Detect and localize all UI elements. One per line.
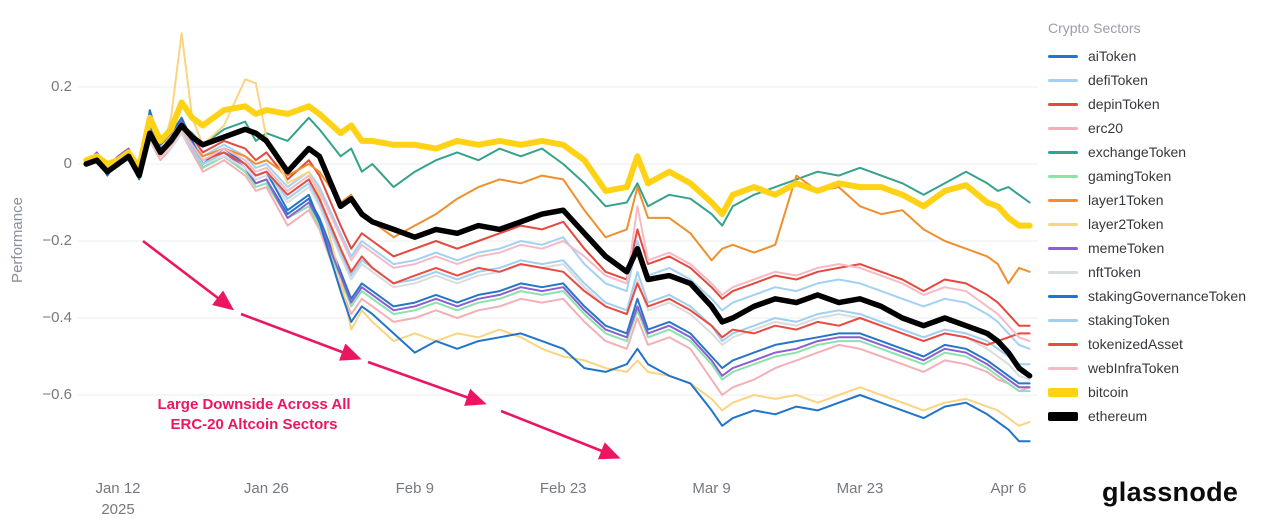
legend-swatch-layer1Token xyxy=(1048,198,1078,202)
series-line-ethereum[interactable] xyxy=(83,122,1033,379)
legend-label: layer2Token xyxy=(1088,216,1164,232)
legend-swatch-exchangeToken xyxy=(1048,150,1078,154)
legend-label: layer1Token xyxy=(1088,192,1164,208)
legend-item-tokenizedAsset[interactable]: tokenizedAsset xyxy=(1048,332,1262,356)
legend-swatch-bitcoin xyxy=(1048,387,1078,397)
legend-swatch-erc20 xyxy=(1048,126,1078,130)
x-tick-label: Jan 12 xyxy=(95,480,141,497)
y-tick-label: 0.2 xyxy=(51,78,72,95)
x-tick-label: Mar 9 xyxy=(692,480,731,497)
legend-label: ethereum xyxy=(1088,408,1148,424)
x-tick-label: Feb 23 xyxy=(539,480,587,497)
legend-swatch-stakingGovernanceToken xyxy=(1048,294,1078,298)
series-line-stakingToken[interactable] xyxy=(85,128,1031,366)
legend-label: stakingToken xyxy=(1088,312,1170,328)
legend-label: gamingToken xyxy=(1088,168,1172,184)
series-line-gamingToken[interactable] xyxy=(85,128,1031,393)
legend-label: bitcoin xyxy=(1088,384,1129,400)
annotation-line-2: ERC-20 Altcoin Sectors xyxy=(170,416,338,433)
legend-label: exchangeToken xyxy=(1088,144,1187,160)
legend: Crypto Sectors aiToken defiToken depinToke… xyxy=(1048,20,1262,428)
legend-label: tokenizedAsset xyxy=(1088,336,1183,352)
legend-label: aiToken xyxy=(1088,48,1137,64)
y-tick-label: −0.2 xyxy=(42,232,72,249)
legend-label: erc20 xyxy=(1088,120,1124,136)
legend-item-layer1Token[interactable]: layer1Token xyxy=(1048,188,1262,212)
legend-swatch-ethereum xyxy=(1048,411,1078,421)
legend-label: webInfraToken xyxy=(1088,360,1180,376)
glassnode-logo: glassnode xyxy=(1102,477,1239,507)
legend-item-ethereum[interactable]: ethereum xyxy=(1048,404,1262,428)
legend-swatch-layer2Token xyxy=(1048,222,1078,226)
legend-swatch-tokenizedAsset xyxy=(1048,342,1078,346)
legend-swatch-nftToken xyxy=(1048,270,1078,274)
legend-label: defiToken xyxy=(1088,72,1148,88)
legend-item-bitcoin[interactable]: bitcoin xyxy=(1048,380,1262,404)
series-line-webInfraToken[interactable] xyxy=(85,128,1031,343)
x-tick-label: Feb 9 xyxy=(395,480,434,497)
legend-item-memeToken[interactable]: memeToken xyxy=(1048,236,1262,260)
series-line-erc20[interactable] xyxy=(85,132,1031,396)
annotation-arrow-segment xyxy=(240,312,362,361)
legend-item-nftToken[interactable]: nftToken xyxy=(1048,260,1262,284)
y-tick-label: 0 xyxy=(63,155,72,172)
y-tick-label: −0.4 xyxy=(42,309,72,326)
legend-item-erc20[interactable]: erc20 xyxy=(1048,116,1262,140)
legend-item-gamingToken[interactable]: gamingToken xyxy=(1048,164,1262,188)
legend-item-stakingGovernanceToken[interactable]: stakingGovernanceToken xyxy=(1048,284,1262,308)
legend-swatch-gamingToken xyxy=(1048,174,1078,178)
annotation-text: Large Downside Across All ERC-20 Altcoin… xyxy=(128,395,380,435)
x-tick-label: Apr 6 xyxy=(990,480,1027,497)
legend-item-defiToken[interactable]: defiToken xyxy=(1048,68,1262,92)
legend-swatch-memeToken xyxy=(1048,246,1078,250)
annotation-arrow xyxy=(142,239,621,460)
legend-swatch-aiToken xyxy=(1048,54,1078,58)
legend-item-depinToken[interactable]: depinToken xyxy=(1048,92,1262,116)
legend-swatch-defiToken xyxy=(1048,78,1078,82)
legend-item-layer2Token[interactable]: layer2Token xyxy=(1048,212,1262,236)
x-tick-label: Jan 26 xyxy=(243,480,289,497)
annotation-arrow-segment xyxy=(367,360,487,406)
series-line-layer2Token[interactable] xyxy=(85,32,1031,427)
y-tick-label: −0.6 xyxy=(42,386,72,403)
legend-swatch-depinToken xyxy=(1048,102,1078,106)
legend-item-aiToken[interactable]: aiToken xyxy=(1048,44,1262,68)
x-tick-label: Mar 23 xyxy=(836,480,884,497)
annotation-arrow-segment xyxy=(142,239,235,311)
x-tick-sublabel: 2025 xyxy=(101,501,135,518)
legend-title: Crypto Sectors xyxy=(1048,20,1141,36)
legend-label: stakingGovernanceToken xyxy=(1088,288,1246,304)
series-line-bitcoin[interactable] xyxy=(83,99,1033,229)
legend-label: nftToken xyxy=(1088,264,1141,280)
annotation-line-1: Large Downside Across All xyxy=(157,396,351,413)
legend-label: depinToken xyxy=(1088,96,1160,112)
legend-swatch-webInfraToken xyxy=(1048,366,1078,370)
series-lines[interactable] xyxy=(83,32,1033,443)
legend-swatch-stakingToken xyxy=(1048,318,1078,322)
legend-item-stakingToken[interactable]: stakingToken xyxy=(1048,308,1262,332)
legend-label: memeToken xyxy=(1088,240,1165,256)
annotation-arrow-segment xyxy=(500,409,621,460)
legend-item-webInfraToken[interactable]: webInfraToken xyxy=(1048,356,1262,380)
legend-item-exchangeToken[interactable]: exchangeToken xyxy=(1048,140,1262,164)
